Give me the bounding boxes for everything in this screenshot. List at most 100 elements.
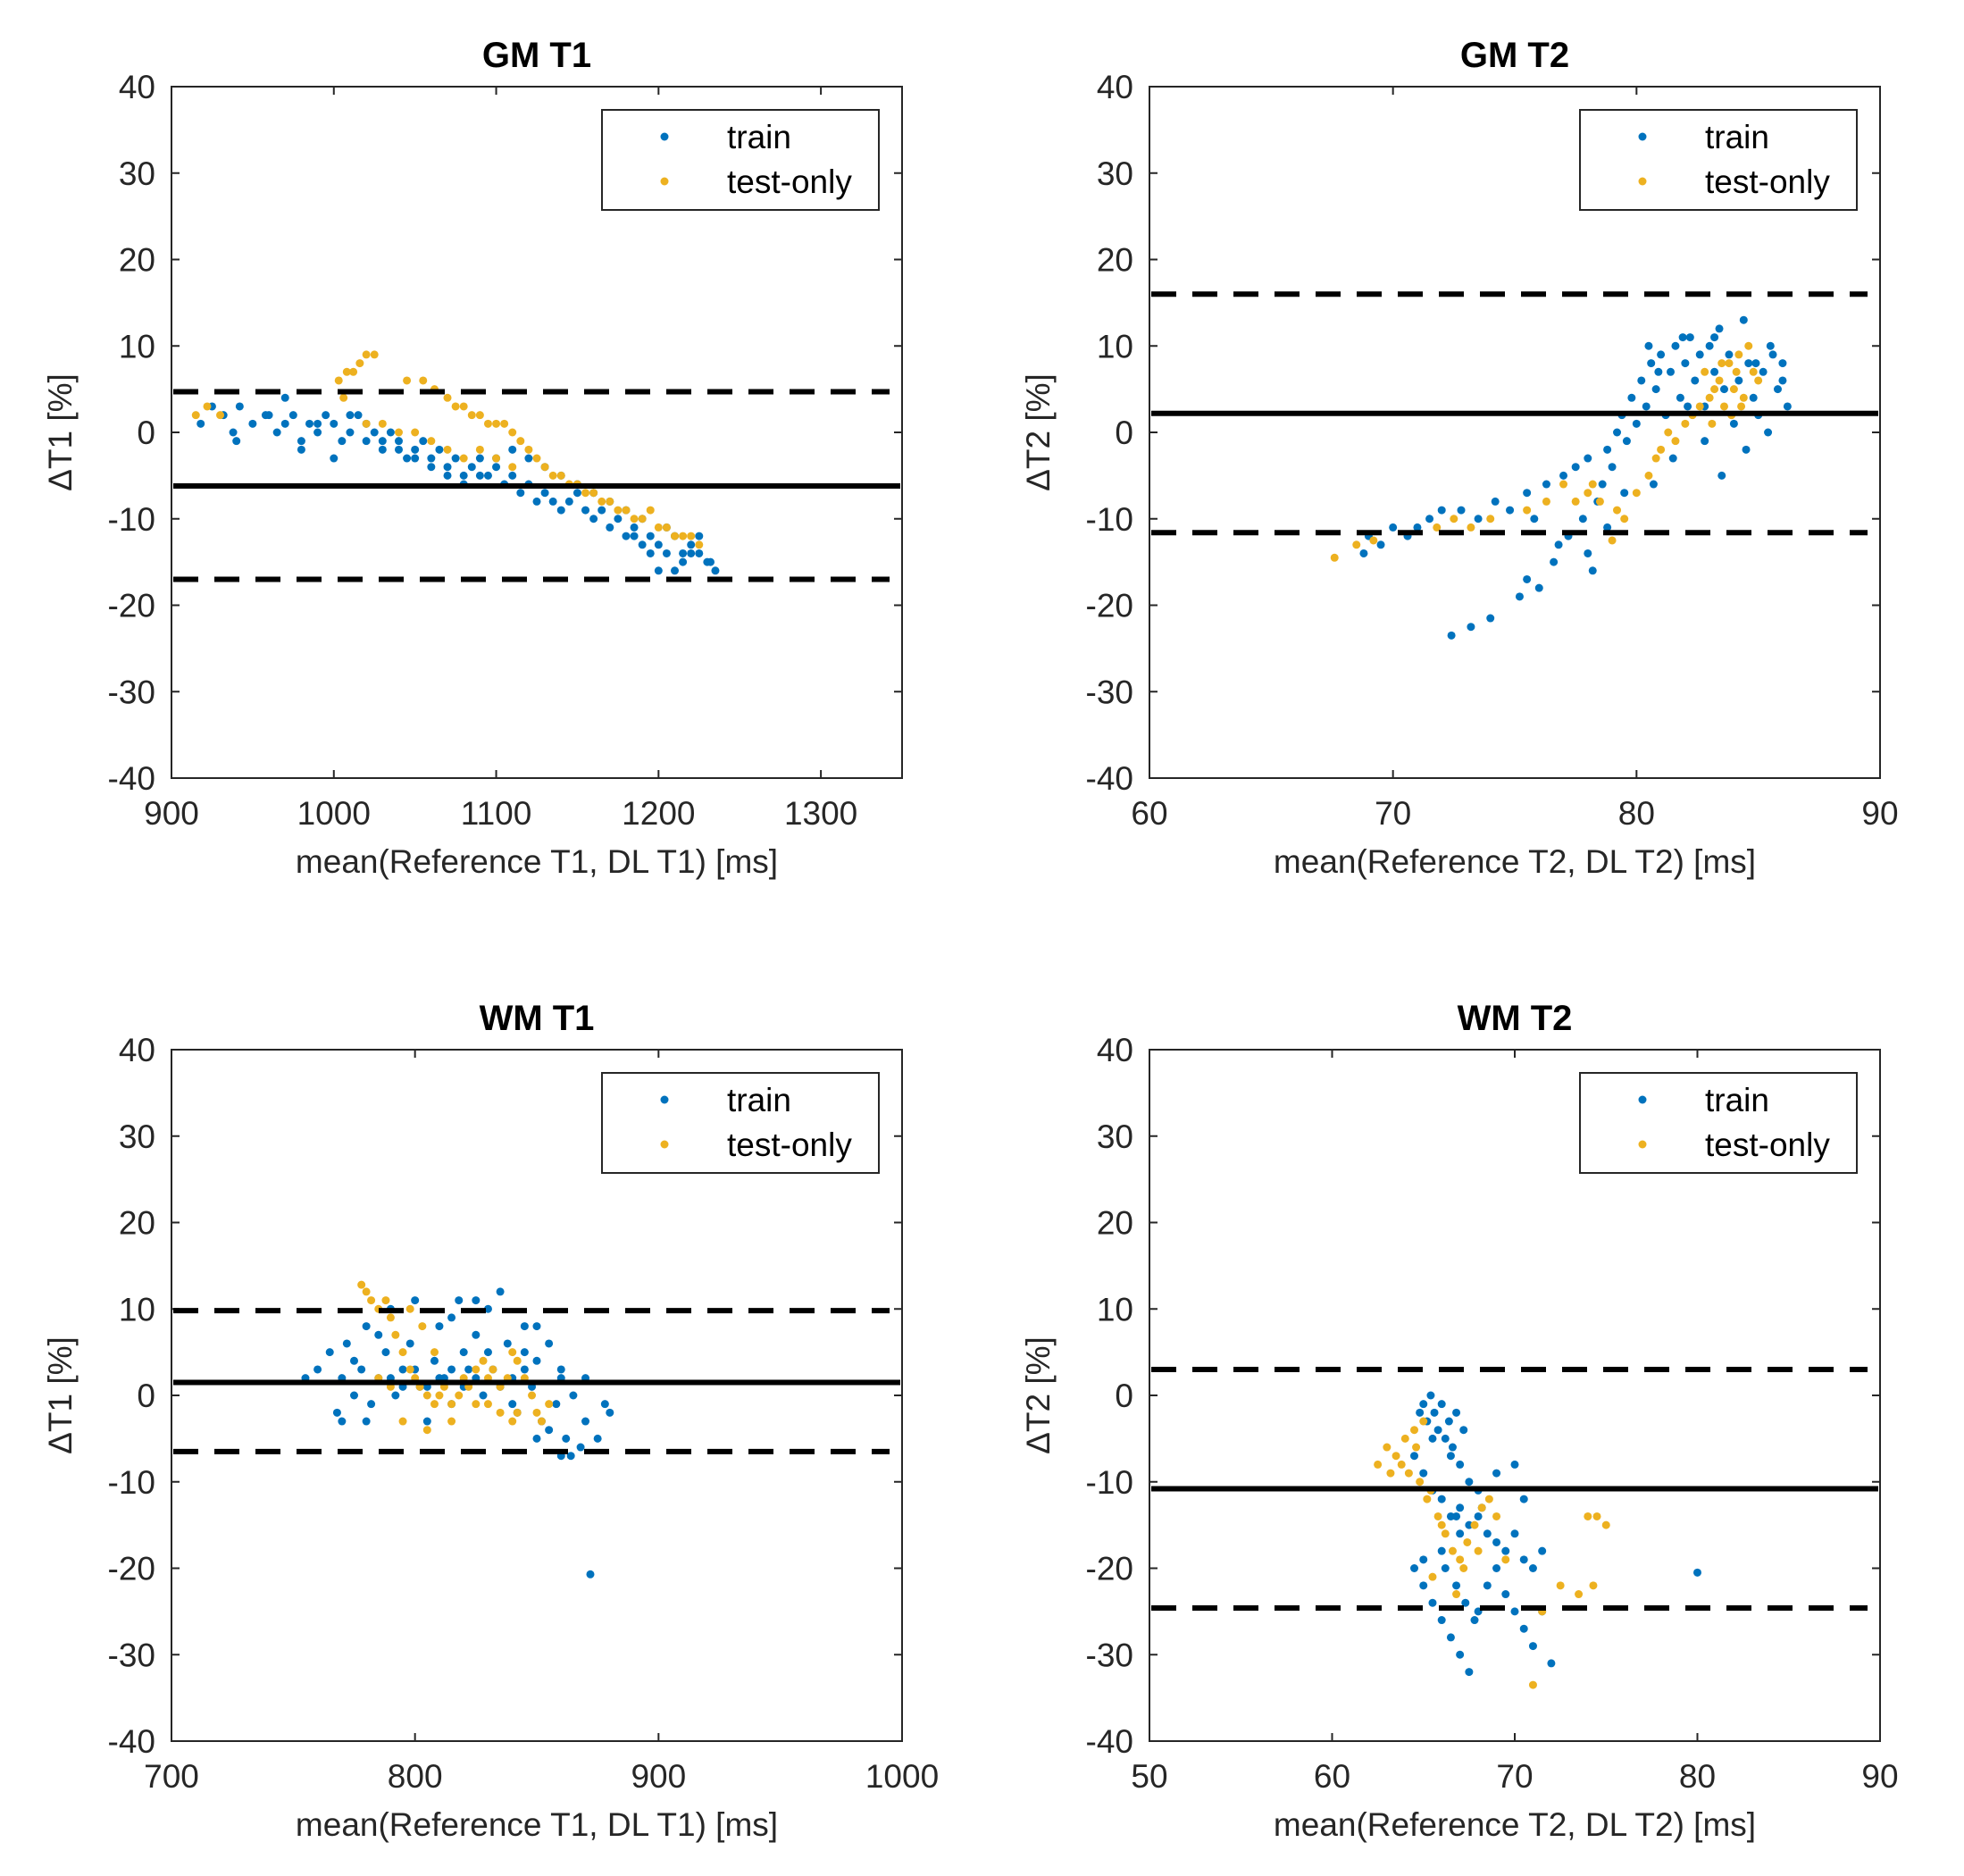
- scatter-point: [1437, 1546, 1446, 1555]
- scatter-point: [1410, 1564, 1419, 1572]
- scatter-point: [1437, 506, 1446, 515]
- scatter-point: [581, 1417, 590, 1426]
- legend-marker-test-only: [660, 1140, 669, 1149]
- scatter-point: [1678, 333, 1687, 342]
- scatter-point: [451, 454, 460, 463]
- scatter-point: [467, 463, 476, 472]
- scatter-point: [342, 367, 351, 376]
- scatter-point: [532, 1356, 541, 1365]
- scatter-point: [516, 437, 525, 446]
- chart-title: WM T2: [1458, 999, 1573, 1038]
- scatter-point: [378, 419, 387, 428]
- scatter-point: [1742, 445, 1751, 454]
- scatter-point: [475, 411, 484, 420]
- scatter-point: [496, 1287, 505, 1296]
- scatter-point: [1459, 1564, 1468, 1572]
- scatter-point: [1376, 540, 1385, 549]
- scatter-point: [475, 454, 484, 463]
- scatter-point: [1359, 549, 1368, 557]
- scatter-point: [378, 445, 387, 454]
- scatter-point: [1428, 1434, 1437, 1443]
- scatter-point: [1725, 350, 1734, 359]
- legend-marker-test-only: [660, 177, 669, 186]
- chart-title: GM T2: [1460, 36, 1569, 75]
- scatter-point: [1764, 428, 1773, 437]
- y-tick-label: 30: [119, 1118, 155, 1155]
- scatter-point: [1456, 1555, 1465, 1564]
- scatter-point: [520, 1365, 529, 1374]
- series-train: [301, 1287, 614, 1579]
- scatter-point: [1430, 1408, 1439, 1417]
- scatter-point: [1452, 1512, 1461, 1520]
- scatter-point: [422, 1391, 431, 1400]
- scatter-point: [606, 497, 614, 506]
- scatter-point: [1437, 1616, 1446, 1625]
- x-tick-label: 70: [1496, 1758, 1533, 1795]
- scatter-point: [622, 506, 631, 515]
- scatter-point: [524, 445, 533, 454]
- scatter-point: [598, 506, 606, 515]
- x-tick-label: 50: [1131, 1758, 1167, 1795]
- scatter-point: [1416, 1408, 1425, 1417]
- y-tick-label: 40: [119, 1032, 155, 1068]
- scatter-point: [1413, 523, 1422, 532]
- scatter-point: [1474, 1546, 1483, 1555]
- scatter-point: [1691, 376, 1700, 385]
- y-tick-label: 20: [1097, 242, 1133, 279]
- scatter-point: [1725, 359, 1734, 368]
- scatter-point: [572, 489, 581, 498]
- x-tick-label: 1000: [865, 1758, 939, 1795]
- scatter-point: [1668, 454, 1677, 463]
- legend-label-train: train: [727, 1082, 791, 1118]
- scatter-point: [1588, 566, 1597, 575]
- scatter-point: [503, 1339, 512, 1348]
- legend-box: [1579, 109, 1858, 211]
- scatter-point: [1419, 1400, 1428, 1409]
- scatter-point: [1649, 480, 1658, 489]
- scatter-point: [411, 454, 420, 463]
- scatter-point: [1459, 1426, 1468, 1435]
- y-tick-label: 30: [1097, 155, 1133, 192]
- scatter-point: [196, 419, 205, 428]
- y-tick-label: -10: [108, 501, 155, 538]
- scatter-point: [492, 463, 501, 472]
- scatter-point: [1523, 506, 1532, 515]
- y-tick-label: -40: [1086, 1723, 1133, 1760]
- scatter-point: [508, 1417, 517, 1426]
- x-tick-label: 1200: [622, 795, 695, 832]
- y-tick-label: -20: [1086, 1551, 1133, 1587]
- scatter-point: [679, 557, 688, 566]
- x-axis-label: mean(Reference T1, DL T1) [ms]: [296, 843, 778, 880]
- scatter-point: [1448, 1443, 1457, 1452]
- chart-panel-2: GM T2 60 70 80 90 -40 -30 -20 -10 0 10 20 30 40 mean(R…: [1020, 36, 1899, 880]
- scatter-point: [1671, 341, 1680, 350]
- scatter-point: [280, 393, 289, 402]
- scatter-point: [622, 532, 631, 540]
- scatter-point: [1749, 367, 1758, 376]
- legend-marker-train: [660, 1095, 669, 1104]
- scatter-point: [362, 350, 371, 359]
- x-tick-label: 1000: [297, 795, 371, 832]
- scatter-point: [411, 1296, 420, 1305]
- scatter-point: [235, 402, 244, 411]
- scatter-point: [654, 566, 663, 575]
- scatter-point: [1483, 1581, 1492, 1590]
- scatter-point: [1352, 540, 1361, 549]
- y-tick-label: 10: [1097, 328, 1133, 364]
- scatter-point: [1519, 1495, 1528, 1503]
- y-tick-label: 0: [1115, 1378, 1133, 1414]
- scatter-point: [475, 471, 484, 480]
- x-tick-label: 900: [631, 1758, 686, 1795]
- scatter-point: [576, 1443, 585, 1452]
- scatter-point: [483, 1348, 492, 1357]
- scatter-point: [430, 1400, 439, 1409]
- x-tick-label: 90: [1861, 1758, 1898, 1795]
- scatter-point: [513, 1408, 522, 1417]
- scatter-point: [1467, 623, 1475, 632]
- x-axis-label: mean(Reference T2, DL T2) [ms]: [1274, 1806, 1756, 1843]
- scatter-point: [1483, 1529, 1492, 1538]
- scatter-point: [370, 350, 379, 359]
- scatter-point: [1584, 454, 1592, 463]
- scatter-point: [1461, 1598, 1470, 1607]
- scatter-point: [566, 1452, 575, 1461]
